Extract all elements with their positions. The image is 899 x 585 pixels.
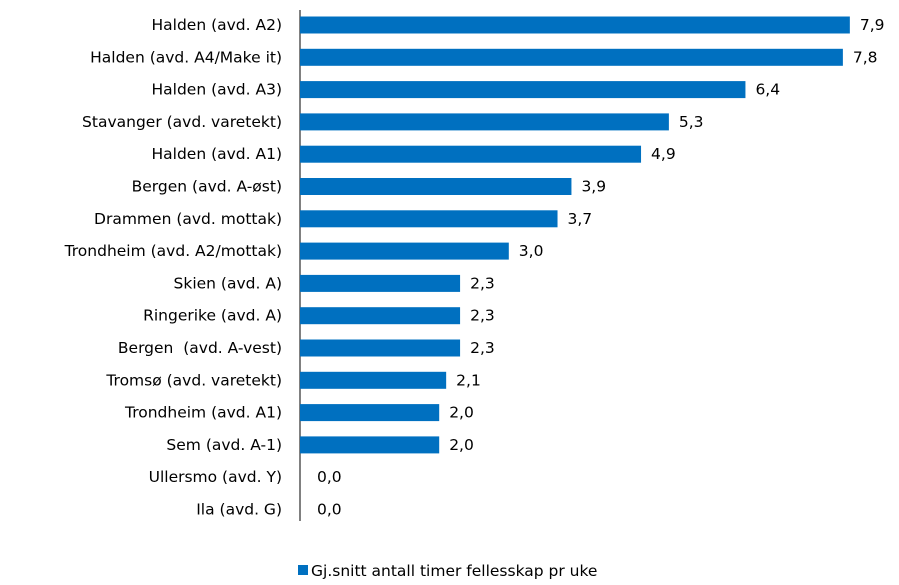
value-label: 2,0: [449, 436, 474, 454]
bar: [300, 178, 572, 195]
value-label: 7,9: [860, 16, 885, 34]
category-label: Stavanger (avd. varetekt): [82, 113, 282, 131]
bar: [300, 145, 642, 163]
value-label: 0,0: [317, 501, 342, 519]
bar: [300, 274, 461, 292]
category-label: Sem (avd. A-1): [166, 436, 282, 454]
category-label: Trondheim (avd. A2/mottak): [64, 242, 282, 260]
bar: [300, 307, 461, 325]
value-label: 2,0: [449, 404, 474, 422]
category-label: Skien (avd. A): [174, 274, 282, 292]
category-label: Trondheim (avd. A1): [124, 404, 282, 422]
value-label: 5,3: [679, 113, 704, 131]
category-label: Ila (avd. G): [196, 501, 282, 519]
bar: [300, 48, 843, 66]
value-label: 0,0: [317, 468, 342, 486]
category-label: Ringerike (avd. A): [143, 307, 282, 325]
category-label: Bergen (avd. A-øst): [132, 178, 282, 196]
bar: [300, 371, 447, 389]
category-label: Drammen (avd. mottak): [94, 210, 282, 228]
bar: [300, 242, 509, 260]
category-label: Halden (avd. A2): [151, 16, 282, 34]
category-label: Halden (avd. A1): [151, 145, 282, 163]
bar: [300, 210, 558, 228]
value-label: 7,8: [853, 48, 878, 66]
value-label: 3,7: [568, 210, 593, 228]
legend-label: Gj.snitt antall timer fellesskap pr uke: [311, 562, 597, 580]
bar: [300, 81, 746, 99]
value-label: 3,9: [581, 178, 606, 196]
category-label: Halden (avd. A4/Make it): [90, 48, 282, 66]
bar: [300, 113, 669, 131]
legend-swatch: [298, 565, 308, 575]
value-label: 3,0: [519, 242, 544, 260]
bar: [300, 404, 440, 422]
category-label: Halden (avd. A3): [151, 81, 282, 99]
value-label: 6,4: [755, 81, 780, 99]
bar: [300, 339, 461, 357]
bar: [300, 16, 850, 34]
value-label: 2,3: [470, 274, 495, 292]
value-label: 2,1: [456, 371, 481, 389]
category-label: Bergen (avd. A-vest): [118, 339, 282, 357]
value-label: 2,3: [470, 339, 495, 357]
category-label: Tromsø (avd. varetekt): [105, 371, 282, 389]
bar: [300, 436, 440, 454]
value-label: 4,9: [651, 145, 676, 163]
value-label: 2,3: [470, 307, 495, 325]
category-label: Ullersmo (avd. Y): [149, 468, 282, 486]
